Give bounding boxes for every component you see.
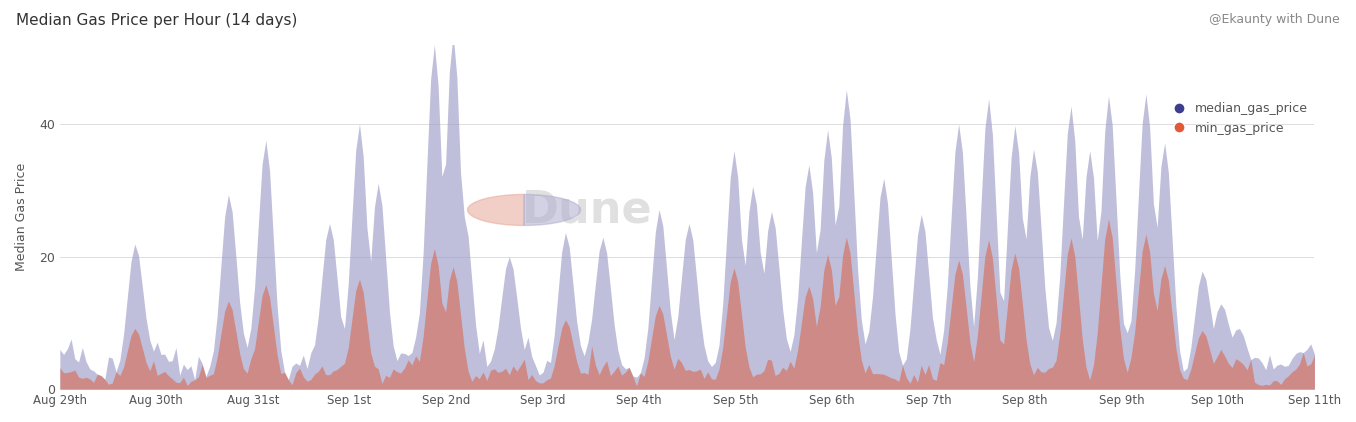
Y-axis label: Median Gas Price: Median Gas Price: [15, 163, 28, 271]
Text: @Ekaunty with Dune: @Ekaunty with Dune: [1210, 13, 1340, 26]
Wedge shape: [468, 195, 523, 225]
Text: Dune: Dune: [522, 189, 652, 231]
Text: Median Gas Price per Hour (14 days): Median Gas Price per Hour (14 days): [16, 13, 298, 28]
Legend: median_gas_price, min_gas_price: median_gas_price, min_gas_price: [1166, 103, 1309, 135]
Wedge shape: [523, 195, 580, 225]
